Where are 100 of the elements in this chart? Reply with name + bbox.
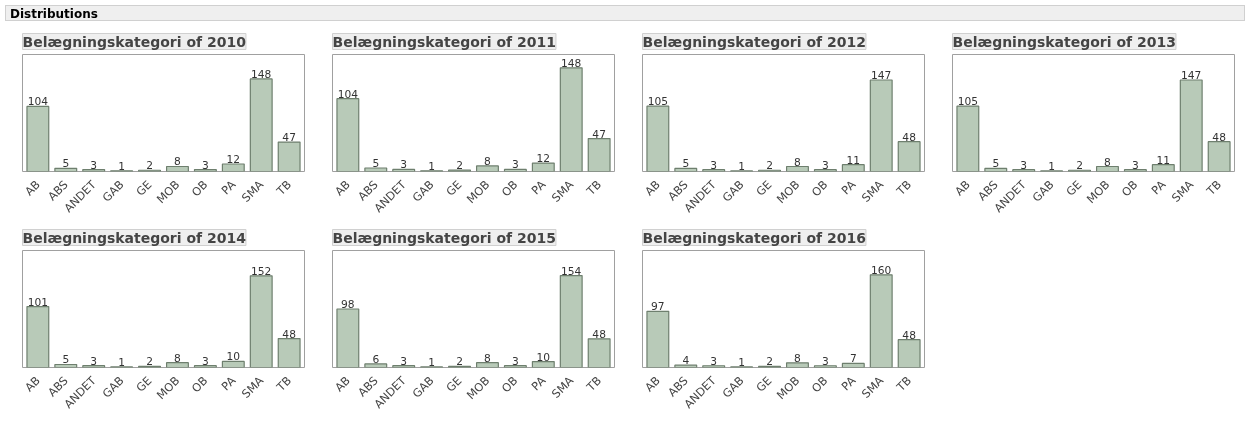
data-label: 48: [902, 328, 917, 342]
data-label: 8: [174, 155, 182, 169]
data-label: 11: [1156, 153, 1171, 167]
data-label: 3: [400, 158, 408, 172]
x-tick-label: OB: [498, 177, 521, 200]
x-tick-label: PA: [218, 373, 239, 394]
data-label: 104: [337, 87, 359, 101]
bar: [221, 163, 245, 172]
data-label: 48: [1212, 130, 1227, 144]
bar: [1151, 164, 1175, 172]
data-label: 8: [174, 351, 182, 365]
data-label: 3: [400, 354, 408, 368]
data-label: 48: [592, 327, 607, 341]
x-tick-label: AB: [331, 373, 353, 395]
data-label: 1: [738, 159, 746, 173]
x-tick-label: TB: [1203, 177, 1225, 199]
data-label: 98: [341, 298, 355, 311]
x-tick-label: PA: [528, 373, 549, 394]
bar: [785, 165, 809, 172]
data-label: 160: [871, 263, 892, 277]
x-tick-label: GE: [753, 373, 775, 395]
x-tick-label: PA: [838, 177, 859, 198]
bar: [336, 308, 360, 368]
data-label: 3: [710, 158, 718, 172]
bar: [1095, 165, 1119, 172]
bar: [1179, 79, 1203, 172]
x-tick-label: GE: [443, 373, 465, 395]
data-label: 5: [992, 157, 1000, 171]
x-tick-label: TB: [273, 373, 295, 395]
data-label: 10: [226, 350, 241, 364]
x-tick-label: TB: [893, 177, 915, 199]
data-label: 3: [821, 354, 829, 368]
data-label: 105: [647, 95, 669, 109]
chart-title: Belægningskategori of 2011: [332, 33, 556, 50]
x-tick-label: GE: [1063, 177, 1085, 199]
data-label: 3: [1020, 158, 1028, 172]
data-label: 148: [561, 56, 582, 70]
data-label: 3: [511, 354, 519, 368]
chart-title: Belægningskategori of 2014: [22, 229, 247, 246]
bar: [956, 105, 980, 172]
text: Distributions: [10, 6, 98, 22]
data-label: 2: [766, 159, 773, 173]
x-tick-label: TB: [583, 177, 605, 199]
data-label: 3: [90, 354, 98, 368]
bar: [559, 274, 583, 368]
bar: [531, 162, 555, 172]
data-label: 12: [536, 152, 551, 166]
x-tick-label: AB: [331, 177, 353, 199]
bar: [646, 310, 670, 368]
bar: [646, 105, 670, 172]
bar: [364, 167, 388, 172]
bar: [364, 363, 388, 368]
bar: [841, 164, 865, 172]
data-label: 3: [710, 354, 718, 368]
data-label: 47: [282, 131, 296, 145]
bar: [785, 362, 809, 368]
bar: [587, 338, 611, 368]
data-label: 1: [1048, 159, 1056, 173]
data-label: 8: [484, 154, 492, 168]
bar: [277, 141, 301, 172]
x-tick-label: TB: [893, 373, 915, 395]
data-label: 1: [428, 355, 436, 369]
data-label: 3: [511, 158, 519, 172]
bar: [869, 274, 893, 368]
x-tick-label: OB: [808, 373, 831, 396]
data-label: 2: [1076, 159, 1083, 173]
chart-title: Belægningskategori of 2016: [642, 229, 866, 246]
data-label: 5: [62, 353, 70, 367]
x-tick-label: AB: [641, 177, 663, 199]
data-label: 1: [738, 355, 746, 369]
data-label: 48: [282, 327, 297, 341]
bar: [165, 165, 189, 172]
bar: [897, 339, 921, 368]
data-label: 3: [90, 158, 98, 172]
x-tick-label: OB: [498, 373, 521, 396]
data-label: 148: [251, 67, 272, 81]
data-label: 105: [957, 95, 979, 109]
data-label: 3: [1131, 158, 1139, 172]
x-tick-label: GE: [133, 177, 155, 199]
x-tick-label: OB: [1118, 177, 1141, 200]
x-tick-label: OB: [808, 177, 831, 200]
data-label: 7: [849, 352, 857, 366]
x-tick-label: PA: [528, 177, 549, 198]
data-label: 2: [456, 355, 463, 369]
data-label: 1: [428, 159, 436, 173]
bar: [475, 362, 499, 368]
bar: [165, 362, 189, 368]
x-tick-label: AB: [951, 177, 973, 199]
x-tick-label: GE: [443, 177, 465, 199]
bar: [869, 79, 893, 172]
bar: [26, 105, 50, 172]
bar: [1207, 141, 1231, 172]
data-label: 11: [846, 153, 861, 167]
x-tick-label: OB: [188, 373, 211, 396]
x-tick-label: PA: [838, 373, 859, 394]
data-label: 1: [118, 159, 126, 173]
chart-title: Belægningskategori of 2015: [332, 229, 556, 246]
data-label: 97: [651, 300, 665, 314]
bar: [531, 360, 555, 368]
bar: [277, 337, 301, 368]
